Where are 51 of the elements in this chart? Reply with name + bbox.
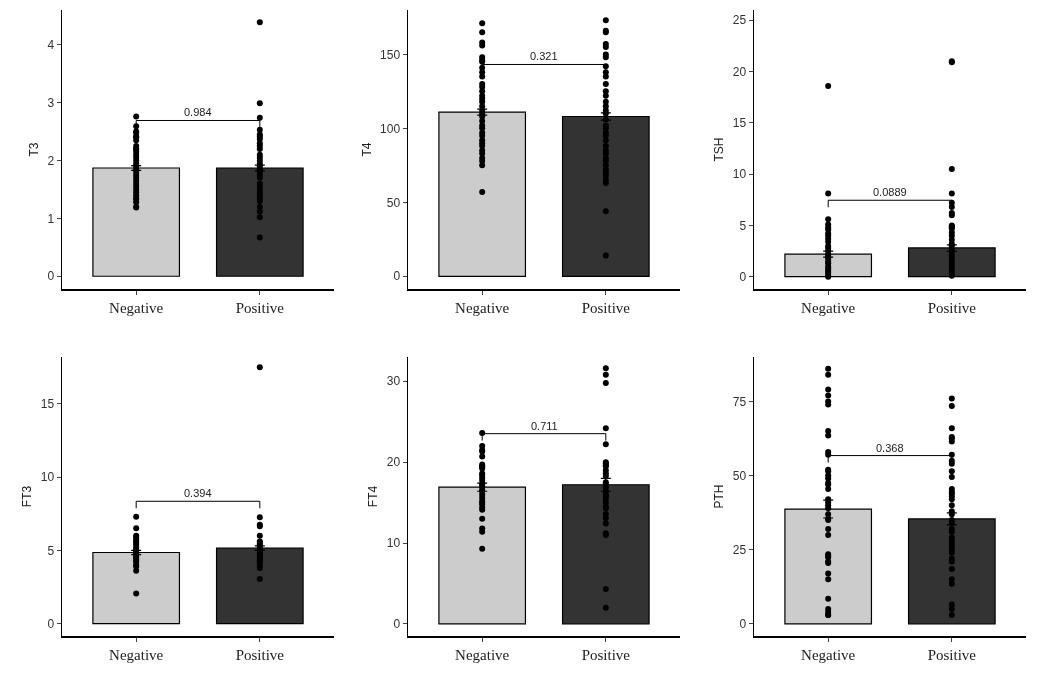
- annotation: 0.394: [184, 487, 212, 499]
- y-axis-title: FT4: [366, 485, 381, 508]
- y-tick-label: 50: [386, 195, 401, 210]
- y-tick-label: 15: [732, 116, 747, 131]
- y-axis-title: TSH: [712, 137, 727, 162]
- x-tick-label: Negative: [109, 646, 164, 663]
- x-tick-label: Negative: [801, 646, 856, 663]
- x-tick-label: Negative: [109, 299, 164, 316]
- y-tick-label: 25: [732, 13, 747, 28]
- y-tick-label: 100: [380, 121, 401, 136]
- y-tick-label: 10: [386, 536, 401, 551]
- y-tick-label: 10: [40, 470, 55, 485]
- x-tick-label: Positive: [235, 646, 285, 663]
- y-tick-label: 0: [47, 269, 55, 284]
- y-axis-title: PTH: [712, 484, 727, 509]
- y-tick-label: 15: [40, 397, 55, 412]
- y-tick-label: 0: [393, 617, 401, 632]
- annotation: 0.984: [184, 106, 212, 118]
- y-tick-label: 5: [739, 218, 747, 233]
- y-tick-label: 0: [393, 269, 401, 284]
- y-tick-label: 1: [47, 211, 55, 226]
- y-tick-label: 0: [739, 617, 747, 632]
- y-axis-title: FT3: [20, 485, 35, 508]
- y-tick-label: 75: [732, 394, 747, 409]
- x-tick-label: Positive: [235, 299, 285, 316]
- y-tick-label: 150: [380, 47, 401, 62]
- x-tick-label: Positive: [581, 299, 631, 316]
- x-tick-label: Negative: [801, 299, 856, 316]
- y-tick-label: 20: [386, 455, 401, 470]
- annotation: 0.368: [876, 442, 904, 454]
- x-tick-label: Negative: [455, 299, 510, 316]
- annotation: 0.0889: [873, 186, 907, 198]
- x-tick-label: Positive: [581, 646, 631, 663]
- y-tick-label: 2: [47, 153, 55, 168]
- y-tick-label: 0: [47, 616, 55, 631]
- y-tick-label: 4: [47, 37, 55, 52]
- y-tick-label: 10: [732, 167, 747, 182]
- annotation: 0.711: [531, 420, 558, 432]
- y-axis-title: T3: [26, 142, 41, 157]
- y-tick-label: 50: [732, 468, 747, 483]
- y-tick-label: 0: [739, 269, 747, 284]
- y-tick-label: 30: [386, 374, 401, 389]
- x-tick-label: Positive: [927, 646, 977, 663]
- y-tick-label: 20: [732, 64, 747, 79]
- y-tick-label: 25: [732, 542, 747, 557]
- y-tick-label: 3: [47, 95, 55, 110]
- x-tick-label: Positive: [927, 299, 977, 316]
- x-tick-label: Negative: [455, 646, 510, 663]
- y-axis-title: T4: [359, 142, 374, 157]
- y-tick-label: 5: [47, 543, 55, 558]
- annotation: 0.321: [530, 50, 558, 62]
